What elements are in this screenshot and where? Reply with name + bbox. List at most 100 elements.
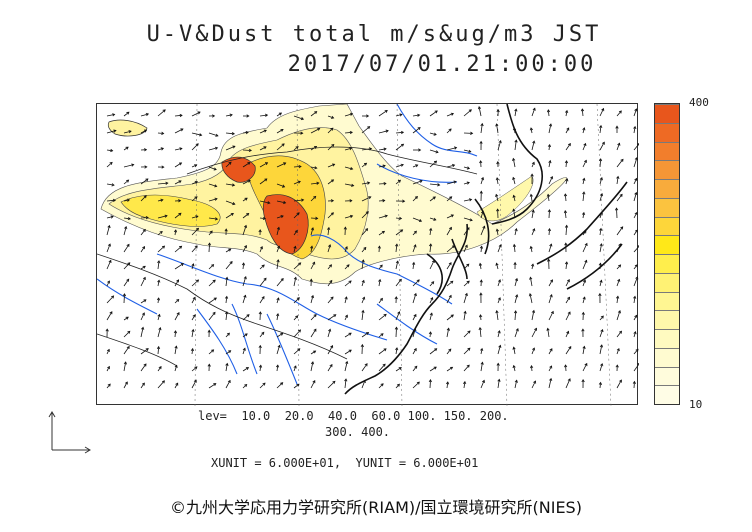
wind-vector [599,280,602,287]
wind-vector-head [127,216,131,221]
wind-vector-head [531,209,535,213]
wind-vector-head [143,299,147,303]
wind-vector-head [583,230,587,234]
wind-vector [327,115,334,119]
wind-vector [582,260,587,270]
wind-vector-head [634,314,638,318]
wind-vector-head [513,310,518,314]
wind-vector [616,310,621,321]
wind-vector [208,132,219,137]
wind-vector [548,209,550,219]
wind-vector [310,111,317,117]
wind-vector [395,143,404,151]
wind-vector-head [330,199,335,203]
wind-vector-head [126,278,130,282]
wind-vector [480,177,484,185]
wind-vector-head [159,230,163,234]
wind-vector-head [258,344,262,348]
wind-vector-head [109,311,113,315]
wind-vector [512,158,516,168]
wind-vector [174,128,184,134]
wind-vector-head [263,277,267,281]
wind-vector [310,350,316,355]
wind-vector [225,183,235,186]
wind-vector [548,243,552,253]
wind-vector-head [194,196,198,200]
wind-vector-head [364,363,368,367]
wind-vector-head [433,366,437,370]
wind-vector-head [582,177,586,181]
wind-vector-head [564,160,569,164]
wind-vector-head [633,295,637,299]
wind-vector [565,279,570,287]
wind-vector-head [466,227,470,231]
wind-vector [344,332,352,338]
contour-levels: lev= 10.0 20.0 40.0 60.0 100. 150. 200. [198,409,509,423]
colorbar-segment [655,122,679,142]
wind-vector [531,264,534,270]
wind-vector-head [280,128,284,132]
wind-vector [157,327,161,338]
wind-vector-head [495,262,499,266]
wind-vector-head [111,295,115,299]
wind-vector-head [214,197,218,201]
wind-vector-head [619,193,623,197]
wind-vector [123,293,125,304]
wind-vector-head [531,309,536,314]
colorbar-segment [655,329,679,348]
wind-vector-head [413,347,417,352]
wind-vector-head [565,178,569,182]
wind-vector-head [448,262,452,266]
wind-vector-head [330,179,335,183]
wind-vector-head [280,382,284,386]
wind-vector-head [195,143,199,147]
wind-vector [463,199,472,202]
wind-vector [582,279,586,287]
wind-vector [565,127,570,134]
wind-vector [191,348,194,355]
wind-vector [412,244,416,253]
wind-vector [293,329,301,338]
wind-vector [463,381,466,389]
wind-vector-head [418,148,422,152]
wind-vector-head [161,380,165,384]
wind-vector [327,227,330,236]
wind-vector [327,244,331,253]
wind-vector-head [397,311,401,315]
wind-vector [140,277,146,287]
wind-vector-head [247,162,251,165]
wind-vector-head [618,264,622,268]
wind-vector-head [176,312,180,316]
wind-vector [242,262,245,270]
wind-vector-head [515,328,519,332]
wind-vector [191,196,198,202]
wind-vector-head [416,381,420,385]
map-title: U-V&Dust total m/s&ug/m3 JST [146,22,602,47]
wind-vector-head [566,330,570,334]
wind-vector-head [413,327,417,332]
wind-vector [599,142,605,151]
wind-vector [140,363,147,372]
wind-vector-head [310,245,314,249]
wind-vector [157,215,168,219]
wind-vector-head [479,314,483,318]
wind-vector [242,245,247,253]
wind-vector-head [232,202,236,206]
wind-vector [497,345,501,355]
wind-vector [310,196,316,202]
wind-vector [548,160,551,168]
wind-vector-head [328,328,332,332]
wind-vector [140,113,149,117]
wind-vector-head [113,129,117,133]
wind-vector-head [581,211,586,216]
wind-vector [361,297,365,304]
wind-vector [242,225,247,236]
wind-vector [157,199,163,202]
wind-vector [616,176,619,185]
wind-vector [123,262,131,270]
wind-vector-head [143,129,148,133]
wind-vector [174,383,179,389]
wind-vector-head [360,343,364,348]
wind-vector [174,162,182,168]
wind-vector-head [464,244,468,248]
